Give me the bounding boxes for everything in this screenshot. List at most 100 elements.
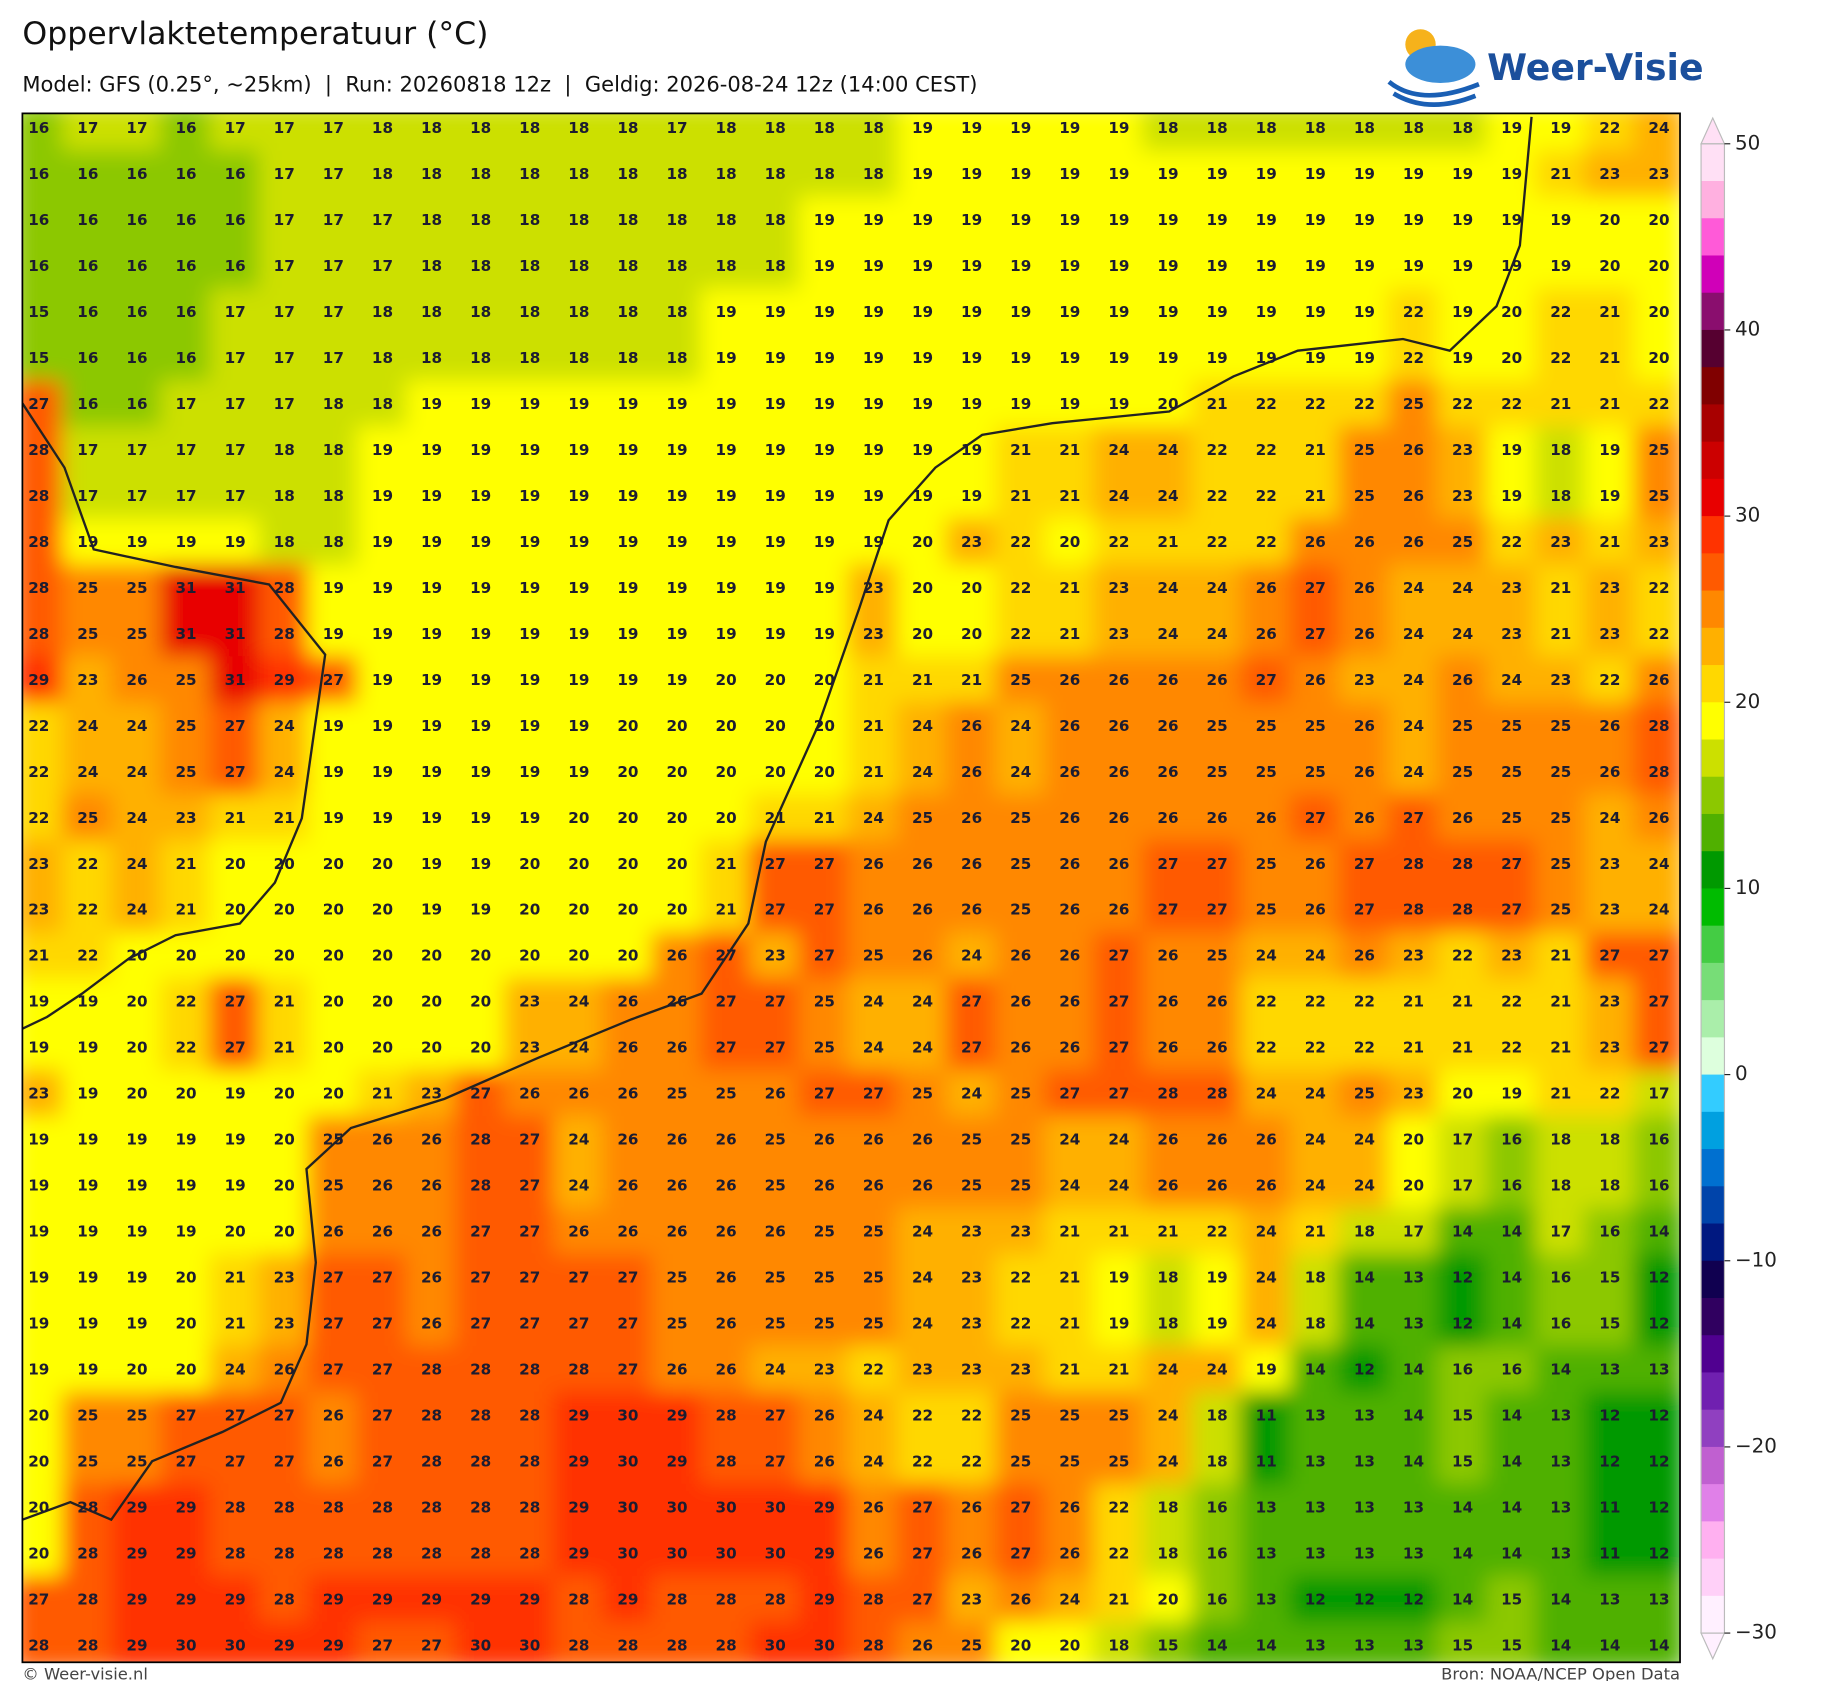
temp-cell [1338,150,1391,199]
temp-cell [209,794,261,843]
temp-cell [1485,1437,1538,1487]
temp-label: 19 [1207,211,1228,229]
temp-label: 29 [568,1544,589,1562]
temp-label: 18 [814,119,835,137]
temp-cell [700,702,752,751]
temp-cell [1436,150,1489,199]
temp-label: 26 [1010,993,1031,1011]
temp-cell [258,426,310,475]
temp-cell [1093,610,1145,659]
temp-cell [1289,1483,1342,1533]
temp-label: 26 [1157,763,1178,781]
temp-label: 19 [1108,211,1129,229]
map-frame [21,112,1681,1664]
temp-cell [1387,840,1440,889]
temp-cell [1633,748,1681,797]
temp-label: 18 [1452,119,1473,137]
temp-label: 20 [666,717,687,735]
temp-label: 16 [126,349,147,367]
temp-cell [1142,886,1194,935]
temp-cell [553,564,605,613]
temp-cell [1338,472,1391,521]
temp-label: 25 [1256,901,1277,919]
temp-label: 19 [568,625,589,643]
temp-label: 22 [1256,1039,1277,1057]
temp-label: 19 [1452,257,1473,275]
temp-label: 28 [274,625,295,643]
temp-cell [1633,426,1681,475]
temp-label: 23 [1501,625,1522,643]
temp-label: 29 [175,1544,196,1562]
temp-cell [896,196,949,245]
temp-cell [553,840,605,889]
temp-cell [111,1575,163,1625]
temp-label: 22 [1599,119,1620,137]
temp-cell [111,196,163,245]
temp-label: 19 [716,349,737,367]
temp-label: 18 [1157,1498,1178,1516]
temp-cell [651,610,703,659]
temp-cell [405,794,458,843]
temp-cell [1436,1437,1489,1487]
temp-label: 26 [1256,625,1277,643]
temp-label: 18 [1157,1269,1178,1287]
temp-label: 20 [568,947,589,965]
temp-cell [651,1299,703,1349]
temp-cell [994,113,1047,153]
temp-cell [700,656,752,705]
temp-label: 19 [716,625,737,643]
temp-cell [798,113,851,153]
temp-cell [1240,1529,1292,1579]
temp-cell [1240,840,1292,889]
temp-cell [22,1024,65,1073]
temp-cell [111,426,163,475]
temp-cell [602,518,654,567]
temp-label: 23 [274,1315,295,1333]
temp-label: 13 [1354,1636,1375,1654]
temp-cell [1191,1391,1243,1441]
temp-label: 12 [1452,1315,1473,1333]
temp-cell [454,886,507,935]
temp-cell [1584,886,1636,935]
temp-label: 27 [912,1590,933,1608]
temp-cell [602,288,654,337]
temp-cell [1485,1207,1538,1257]
temp-label: 26 [1108,671,1129,689]
temp-label: 27 [323,1361,344,1379]
temp-label: 20 [470,947,491,965]
temp-label: 21 [1452,1039,1473,1057]
temp-cell [160,1070,212,1119]
temp-label: 26 [1059,763,1080,781]
temp-label: 16 [28,257,49,275]
temp-label: 18 [1354,1223,1375,1241]
temp-cell [504,1391,556,1441]
temp-label: 26 [519,1085,540,1103]
temp-cell [896,1437,949,1487]
temp-label: 19 [617,487,638,505]
temp-cell [454,656,507,705]
temp-label: 27 [617,1269,638,1287]
temp-label: 28 [323,1544,344,1562]
temp-cell [22,380,65,429]
temp-label: 30 [765,1498,786,1516]
temp-label: 30 [175,1636,196,1654]
temp-cell [602,886,654,935]
temp-cell [504,288,556,337]
temp-cell [1191,150,1243,199]
temp-label: 22 [1010,625,1031,643]
temp-cell [307,1621,360,1663]
temp-label: 19 [617,625,638,643]
temp-cell [602,196,654,245]
temp-cell [62,886,114,935]
temp-label: 26 [1157,717,1178,735]
temp-cell [62,932,114,981]
temp-cell [454,242,507,291]
temp-cell [504,748,556,797]
temp-label: 21 [1305,487,1326,505]
temp-label: 16 [1501,1361,1522,1379]
temp-label: 15 [1452,1636,1473,1654]
temp-label: 28 [666,1636,687,1654]
temp-label: 26 [421,1315,442,1333]
temp-cell [307,886,360,935]
temp-label: 23 [961,1361,982,1379]
